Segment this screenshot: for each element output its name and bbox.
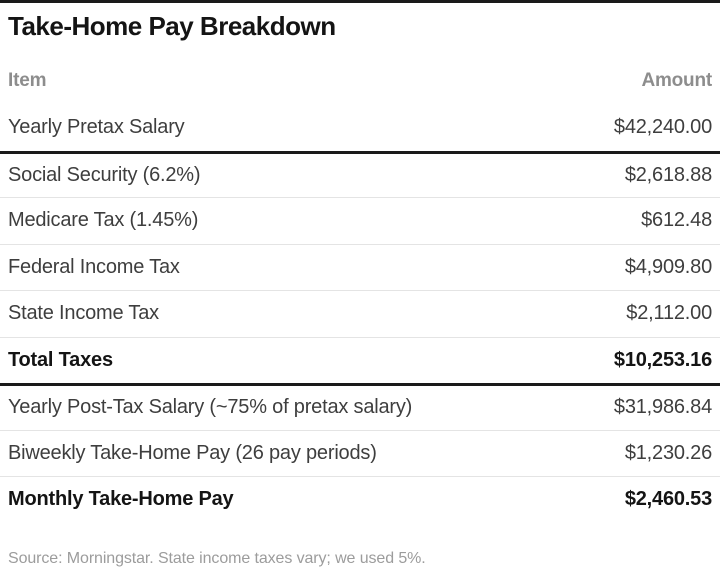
source-note: Source: Morningstar. State income taxes … — [8, 549, 426, 567]
row-label: State Income Tax — [8, 302, 159, 325]
row-amount: $1,230.26 — [624, 441, 712, 464]
column-header-item: Item — [8, 69, 47, 91]
table-row-monthly-take-home-pay: Monthly Take-Home Pay $2,460.53 — [0, 476, 720, 523]
row-amount: $2,460.53 — [624, 488, 712, 511]
table-row-total-taxes: Total Taxes $10,253.16 — [0, 336, 720, 384]
title-bar: Take-Home Pay Breakdown — [0, 3, 720, 57]
table-header-row: Item Amount — [0, 57, 720, 104]
row-label: Yearly Post-Tax Salary (~75% of pretax s… — [8, 396, 413, 419]
row-amount: $42,240.00 — [613, 115, 712, 138]
row-amount: $2,112.00 — [626, 302, 712, 325]
table-row-yearly-post-tax-salary: Yearly Post-Tax Salary (~75% of pretax s… — [0, 383, 720, 430]
row-label: Federal Income Tax — [8, 255, 180, 278]
table-row-medicare-tax: Medicare Tax (1.45%) $612.48 — [0, 197, 720, 244]
row-amount: $31,986.84 — [613, 396, 712, 419]
table-row-social-security: Social Security (6.2%) $2,618.88 — [0, 150, 720, 198]
table-row-yearly-pretax-salary: Yearly Pretax Salary $42,240.00 — [0, 104, 720, 151]
row-amount: $2,618.88 — [624, 163, 712, 186]
row-label: Medicare Tax (1.45%) — [8, 209, 199, 232]
row-amount: $10,253.16 — [613, 348, 712, 371]
table-row-state-income-tax: State Income Tax $2,112.00 — [0, 290, 720, 337]
row-label: Yearly Pretax Salary — [8, 115, 185, 138]
page-title: Take-Home Pay Breakdown — [8, 11, 336, 41]
row-label: Social Security (6.2%) — [8, 163, 201, 186]
row-amount: $4,909.80 — [624, 255, 712, 278]
row-amount: $612.48 — [641, 209, 712, 232]
table-row-biweekly-take-home-pay: Biweekly Take-Home Pay (26 pay periods) … — [0, 429, 720, 477]
column-header-amount: Amount — [641, 69, 712, 91]
table-row-federal-income-tax: Federal Income Tax $4,909.80 — [0, 243, 720, 291]
row-label: Monthly Take-Home Pay — [8, 488, 234, 511]
row-label: Biweekly Take-Home Pay (26 pay periods) — [8, 441, 377, 464]
row-label: Total Taxes — [8, 348, 113, 371]
